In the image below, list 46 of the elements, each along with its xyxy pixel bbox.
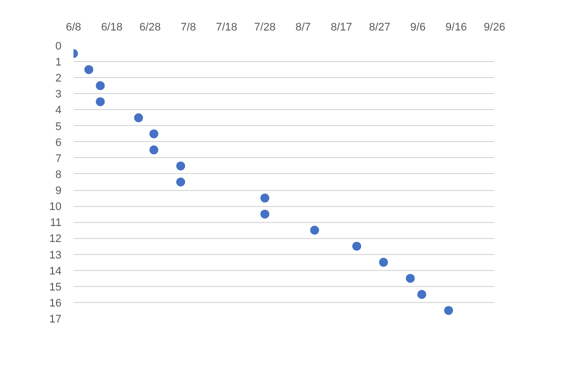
x-tick-label: 6/18 [101,22,122,34]
y-tick-label: 13 [49,249,62,262]
point [406,274,415,283]
point [310,226,320,235]
y-tick-label: 10 [49,201,62,214]
x-tick-label: 9/6 [410,22,426,34]
y-tick-label: 7 [55,152,62,165]
point [379,258,388,267]
y-tick-label: 2 [55,72,62,85]
point [176,178,186,186]
point [417,290,426,299]
y-tick-label: 8 [55,168,62,181]
point [352,242,362,251]
x-tick-label: 7/28 [254,22,276,34]
x-tick-label: 6/8 [66,22,82,34]
y-tick-label: 6 [55,136,62,149]
y-tick-label: 4 [55,104,62,117]
x-tick-label: 7/8 [180,22,196,34]
y-tick-label: 14 [49,265,62,278]
x-tick-label: 7/18 [216,22,238,34]
point [176,161,186,170]
y-tick-label: 5 [55,120,62,133]
y-tick-label: 15 [49,281,62,294]
y-tick-label: 0 [55,40,62,52]
x-tick-label: 8/27 [368,22,390,34]
point [149,145,158,154]
y-tick-label: 1 [55,56,62,69]
y-tick-label: 9 [55,185,62,198]
y-tick-label: 12 [49,233,62,246]
point [134,113,144,122]
y-tick-label: 11 [50,217,62,230]
y-tick-label: 16 [49,297,62,310]
point [84,65,94,74]
x-tick-label: 9/16 [446,22,467,34]
point [96,97,105,106]
x-tick-label: 8/7 [295,22,311,34]
x-tick-label: 8/17 [330,22,352,34]
point [149,129,158,138]
x-tick-label: 9/26 [484,22,506,34]
point [260,194,270,203]
point [444,306,454,315]
point [260,210,270,219]
y-tick-label: 3 [55,88,62,101]
point [96,81,105,90]
x-tick-label: 6/28 [139,22,161,34]
y-tick-label: 17 [49,314,62,326]
